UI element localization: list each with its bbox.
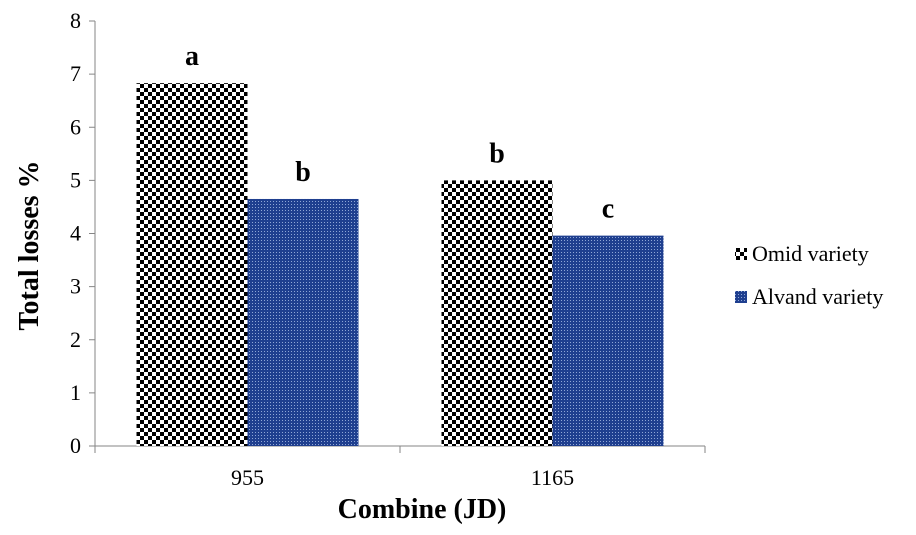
bars	[136, 83, 664, 446]
legend: Omid variety Alvand variety	[735, 241, 883, 309]
x-axis-title: Combine (JD)	[338, 494, 507, 525]
bar-omid-955	[136, 83, 248, 446]
x-tick-label: 955	[231, 465, 264, 490]
legend-swatch-omid	[735, 248, 747, 260]
bar-significance-label: c	[602, 194, 614, 225]
y-tick-label: 6	[70, 114, 81, 139]
legend-label-alvand: Alvand variety	[752, 284, 883, 309]
y-tick-label: 7	[70, 61, 81, 86]
x-tick-label: 1165	[531, 465, 574, 490]
bar-significance-label: a	[185, 41, 199, 72]
legend-label-omid: Omid variety	[752, 241, 869, 266]
y-tick-label: 3	[70, 274, 81, 299]
labels: a b 955 b c 1165 Combine (JD) Total losses %	[14, 41, 614, 525]
y-tick-label: 0	[70, 433, 81, 458]
y-tick-label: 8	[70, 8, 81, 33]
bar-significance-label: b	[489, 138, 505, 169]
bar-alvand-955	[247, 198, 359, 446]
y-tick-label: 1	[70, 380, 81, 405]
bar-significance-label: b	[295, 157, 311, 188]
y-axis-title: Total losses %	[14, 160, 45, 330]
bar-omid-1165	[441, 180, 553, 446]
y-tick-label: 2	[70, 327, 81, 352]
legend-swatch-alvand	[735, 291, 747, 303]
y-tick-label: 4	[70, 221, 81, 246]
y-tick-label: 5	[70, 167, 81, 192]
bar-alvand-1165	[552, 235, 664, 446]
